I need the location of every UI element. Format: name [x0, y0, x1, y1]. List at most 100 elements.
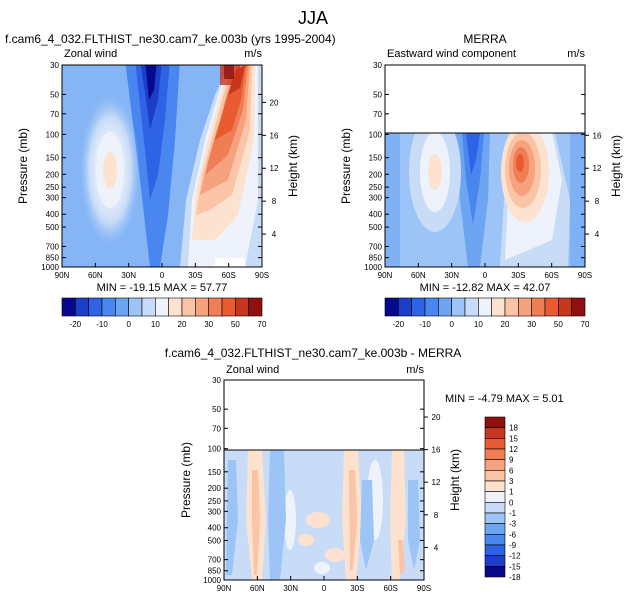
diff-colorbar-swatch — [484, 480, 506, 492]
model-colorbar-swatch — [155, 297, 169, 317]
diff-colorbar-label: 12 — [509, 445, 518, 454]
panel-obs-ylabel: Pressure (mb) — [339, 128, 353, 204]
diff-ytick-label: 200 — [208, 484, 222, 493]
obs-colorbar-swatch — [398, 297, 412, 317]
model-colorbar-swatch — [168, 297, 183, 317]
diff-colorbar-swatch — [484, 491, 506, 503]
panel-model-colorbar: -20 -10 0 10 20 30 50 70 — [61, 297, 267, 329]
diff-colorbar-swatch — [484, 544, 506, 556]
diff-colorbar-label: -15 — [509, 562, 521, 571]
diff-ytick-label: 400 — [208, 524, 222, 533]
model-ytick-label: 400 — [46, 210, 60, 219]
obs-height-tick-label: 16 — [593, 131, 602, 140]
diff-colorbar-swatch — [484, 534, 506, 546]
obs-colorbar-swatch — [558, 297, 572, 317]
diff-xtick-label: 90N — [217, 584, 232, 593]
obs-colorbar-label: 30 — [527, 320, 536, 329]
model-ytick-label: 30 — [50, 61, 59, 70]
diff-xtick-label: 60N — [250, 584, 265, 593]
panel-model-field — [62, 65, 262, 267]
diff-ytick-label: 70 — [212, 424, 221, 433]
diff-colorbar-swatch — [484, 438, 506, 450]
obs-xtick-label: 0 — [483, 271, 488, 280]
diff-colorbar-swatch — [484, 459, 506, 471]
obs-colorbar-label: 70 — [581, 320, 590, 329]
panel-model-right-label: m/s — [244, 48, 262, 60]
obs-colorbar-label: 10 — [474, 320, 483, 329]
diff-xtick-label: 0 — [322, 584, 327, 593]
panel-diff: f.cam6_4_032.FLTHIST_ne30.cam7_ke.003b -… — [165, 346, 564, 593]
diff-ytick-label: 30 — [212, 376, 221, 385]
diff-colorbar-swatch — [484, 512, 506, 524]
panel-diff-title: f.cam6_4_032.FLTHIST_ne30.cam7_ke.003b -… — [165, 346, 462, 360]
panel-model-minmax: MIN = -19.15 MAX = 57.77 — [97, 282, 228, 294]
model-ytick-label: 1000 — [41, 263, 59, 272]
panel-obs-colorbar: -20 -10 0 10 20 30 50 70 — [384, 297, 590, 329]
obs-colorbar-swatch — [424, 297, 439, 317]
model-ytick-label: 100 — [46, 130, 60, 139]
diff-colorbar-label: -1 — [509, 509, 517, 518]
diff-colorbar-swatch — [484, 416, 506, 428]
obs-colorbar-swatch — [438, 297, 452, 317]
obs-xtick-label: 90N — [378, 271, 393, 280]
model-xtick-label: 90N — [55, 271, 70, 280]
model-height-tick-label: 16 — [270, 131, 279, 140]
diff-colorbar-swatch — [484, 427, 506, 439]
model-colorbar-label: 10 — [151, 320, 160, 329]
diff-ytick-label: 300 — [208, 507, 222, 516]
obs-ytick-label: 700 — [369, 242, 383, 251]
obs-height-tick-label: 8 — [595, 197, 600, 206]
model-colorbar-swatch — [208, 297, 223, 317]
model-ytick-label: 250 — [46, 183, 60, 192]
diff-ytick-label: 250 — [208, 497, 222, 506]
model-colorbar-swatch — [221, 297, 236, 317]
obs-ytick-label: 70 — [373, 110, 382, 119]
model-colorbar-label: 0 — [126, 320, 131, 329]
panel-model-left-label: Zonal wind — [64, 48, 117, 60]
obs-ytick-label: 300 — [369, 194, 383, 203]
obs-height-tick-label: 4 — [595, 230, 600, 239]
model-colorbar-label: 30 — [204, 320, 213, 329]
diff-colorbar-swatch — [484, 566, 506, 578]
model-height-tick-label: 12 — [270, 164, 279, 173]
page-title: JJA — [298, 8, 328, 28]
obs-colorbar-swatch — [411, 297, 426, 317]
obs-colorbar-swatch — [531, 297, 546, 317]
obs-colorbar-label: -20 — [393, 320, 405, 329]
diff-height-tick-label: 12 — [432, 478, 441, 487]
obs-colorbar-label: 0 — [449, 320, 454, 329]
obs-ytick-label: 1000 — [364, 263, 382, 272]
obs-colorbar-swatch — [491, 297, 506, 317]
panel-obs-field — [385, 133, 585, 267]
panel-diff-left-label: Zonal wind — [226, 364, 279, 376]
model-colorbar-label: -20 — [70, 320, 82, 329]
model-xtick-label: 60S — [222, 271, 236, 280]
panel-obs-ticks: 90N 60N 30N 0 30S 60S 90S 30 50 70 100 150 200 250 300… — [364, 61, 602, 280]
obs-colorbar-swatch — [384, 297, 399, 317]
model-colorbar-label: -10 — [96, 320, 108, 329]
diff-ytick-label: 1000 — [203, 576, 221, 585]
model-colorbar-swatch — [115, 297, 129, 317]
diff-colorbar-label: 1 — [509, 488, 514, 497]
diff-xtick-label: 90S — [417, 584, 431, 593]
panel-model-ylabel-right: Height (km) — [286, 135, 300, 197]
obs-colorbar-swatch — [504, 297, 519, 317]
panel-model: f.cam6_4_032.FLTHIST_ne30.cam7_ke.003b (… — [5, 32, 336, 329]
obs-xtick-label: 60N — [411, 271, 426, 280]
obs-ytick-label: 150 — [369, 154, 383, 163]
diff-ytick-label: 50 — [212, 405, 221, 414]
panel-diff-ylabel-right: Height (km) — [448, 449, 462, 511]
obs-ytick-label: 850 — [369, 254, 383, 263]
panel-model-ylabel: Pressure (mb) — [16, 128, 30, 204]
obs-colorbar-swatch — [544, 297, 559, 317]
model-colorbar-swatch — [75, 297, 89, 317]
diff-colorbar-swatch — [484, 523, 506, 535]
diff-colorbar-swatch — [484, 502, 506, 514]
panel-diff-field — [224, 450, 424, 580]
panel-obs-minmax: MIN = -12.82 MAX = 42.07 — [420, 282, 551, 294]
diff-colorbar-label: 0 — [509, 498, 514, 507]
obs-ytick-label: 30 — [373, 61, 382, 70]
model-xtick-label: 30S — [188, 271, 202, 280]
